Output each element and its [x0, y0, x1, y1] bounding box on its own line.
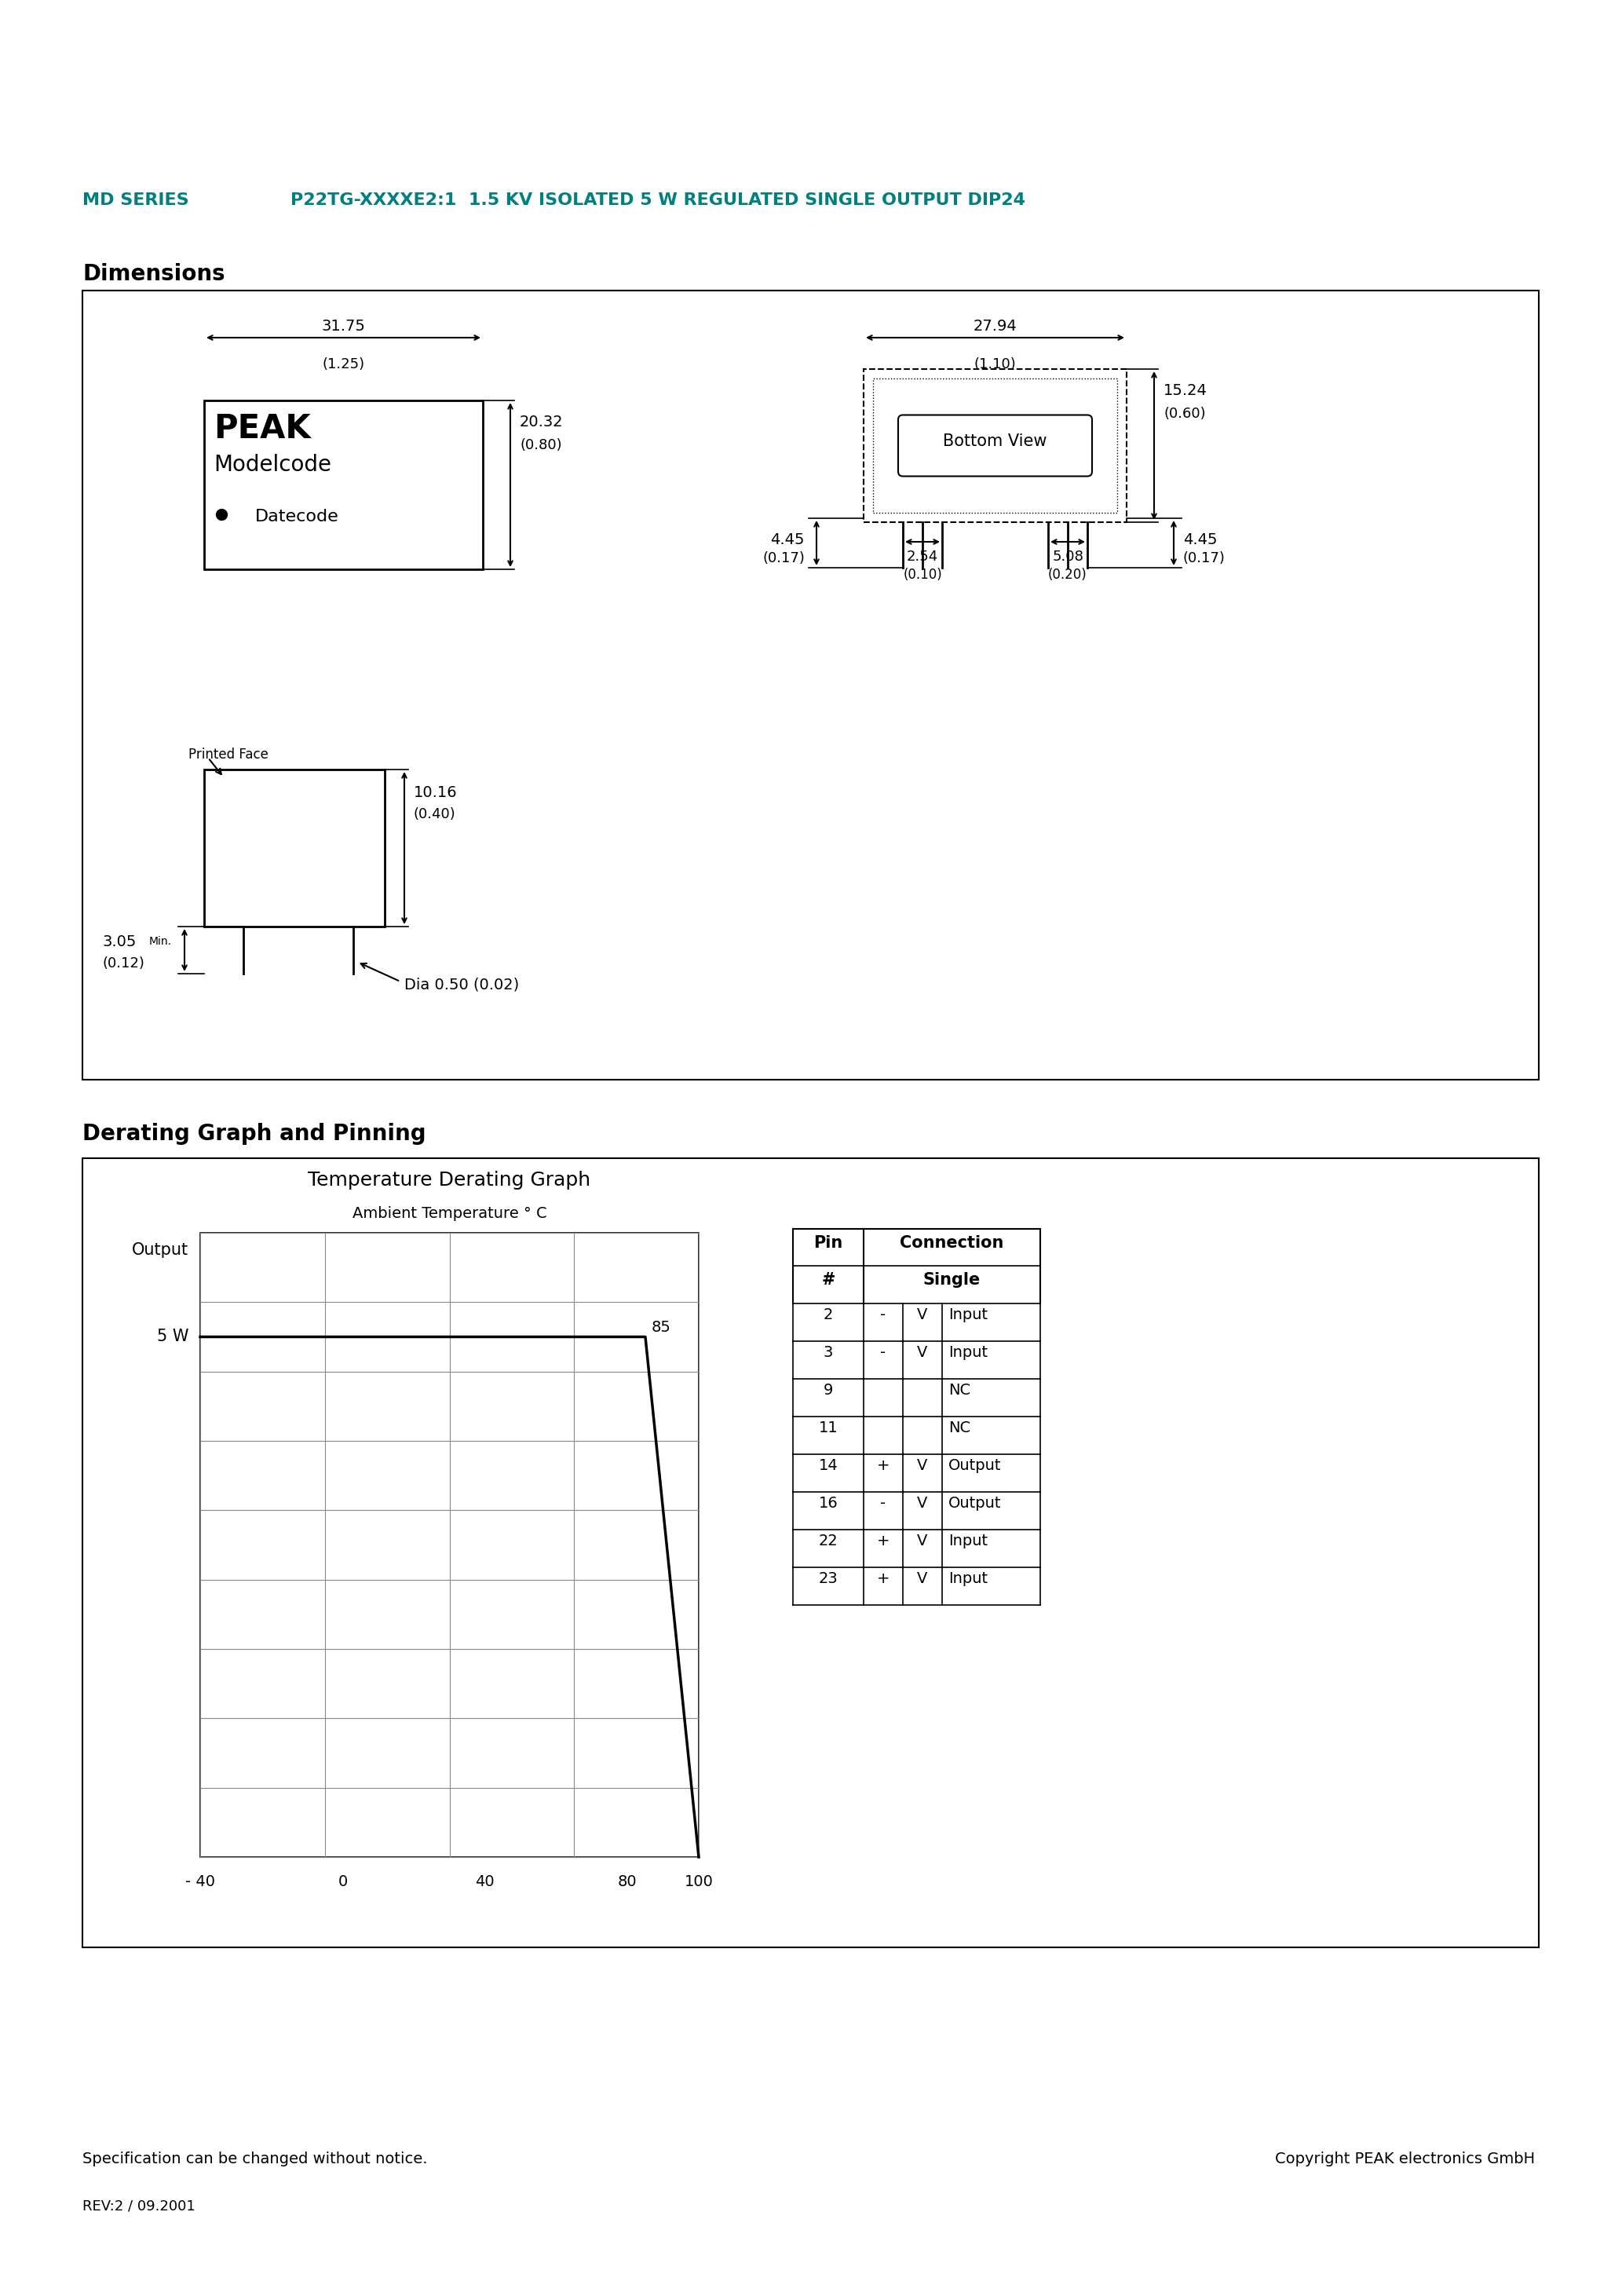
Text: V: V — [916, 1570, 928, 1587]
Text: (0.17): (0.17) — [762, 551, 805, 565]
Text: Bottom View: Bottom View — [942, 434, 1048, 450]
Text: 3: 3 — [824, 1345, 834, 1359]
Text: 40: 40 — [475, 1874, 495, 1890]
Text: V: V — [916, 1534, 928, 1548]
Text: Min.: Min. — [149, 937, 172, 946]
Text: V: V — [916, 1497, 928, 1511]
Text: 2.54: 2.54 — [907, 549, 938, 565]
Text: (0.60): (0.60) — [1163, 406, 1205, 420]
Text: V: V — [916, 1458, 928, 1474]
Text: +: + — [878, 1458, 890, 1474]
Text: 15.24: 15.24 — [1163, 383, 1207, 397]
Text: 4.45: 4.45 — [1182, 533, 1216, 546]
Text: REV:2 / 09.2001: REV:2 / 09.2001 — [83, 2200, 195, 2213]
Text: 4.45: 4.45 — [770, 533, 805, 546]
Bar — [200, 1233, 699, 1857]
Text: - 40: - 40 — [185, 1874, 216, 1890]
Text: 3.05: 3.05 — [102, 934, 136, 948]
Bar — [204, 769, 384, 928]
Text: (0.17): (0.17) — [1182, 551, 1226, 565]
Text: P22TG-XXXXE2:1  1.5 KV ISOLATED 5 W REGULATED SINGLE OUTPUT DIP24: P22TG-XXXXE2:1 1.5 KV ISOLATED 5 W REGUL… — [290, 193, 1025, 209]
Bar — [873, 379, 1118, 512]
Text: (0.10): (0.10) — [903, 567, 942, 581]
Text: 27.94: 27.94 — [973, 319, 1017, 333]
Text: Single: Single — [923, 1272, 981, 1288]
Text: Temperature Derating Graph: Temperature Derating Graph — [308, 1171, 590, 1189]
Text: Modelcode: Modelcode — [214, 455, 331, 475]
Text: (1.25): (1.25) — [323, 358, 365, 372]
Text: (1.10): (1.10) — [973, 358, 1017, 372]
Text: 14: 14 — [819, 1458, 839, 1474]
Text: 9: 9 — [824, 1382, 834, 1398]
Text: +: + — [878, 1534, 890, 1548]
Text: 20.32: 20.32 — [519, 416, 563, 429]
Text: Output: Output — [131, 1242, 188, 1258]
Text: Input: Input — [949, 1306, 988, 1322]
Text: 85: 85 — [652, 1320, 672, 1334]
Text: Ambient Temperature ° C: Ambient Temperature ° C — [352, 1205, 547, 1221]
Text: 31.75: 31.75 — [321, 319, 365, 333]
Text: -: - — [881, 1306, 886, 1322]
Text: Derating Graph and Pinning: Derating Graph and Pinning — [83, 1123, 427, 1146]
Bar — [863, 370, 1127, 521]
Text: Dia 0.50 (0.02): Dia 0.50 (0.02) — [404, 978, 519, 992]
Text: Output: Output — [949, 1497, 1001, 1511]
Text: Output: Output — [949, 1458, 1001, 1474]
Text: 22: 22 — [819, 1534, 839, 1548]
Text: -: - — [881, 1497, 886, 1511]
Bar — [793, 1228, 1040, 1304]
Text: 80: 80 — [618, 1874, 637, 1890]
Text: Input: Input — [949, 1345, 988, 1359]
Bar — [204, 400, 483, 569]
Text: -: - — [881, 1345, 886, 1359]
Text: 0: 0 — [337, 1874, 347, 1890]
Text: NC: NC — [949, 1421, 970, 1435]
Text: (0.20): (0.20) — [1048, 567, 1087, 581]
Text: Dimensions: Dimensions — [83, 264, 225, 285]
Text: Copyright PEAK electronics GmbH: Copyright PEAK electronics GmbH — [1275, 2151, 1534, 2167]
Text: 5.08: 5.08 — [1053, 549, 1083, 565]
Text: 23: 23 — [819, 1570, 839, 1587]
Text: (0.12): (0.12) — [102, 957, 144, 971]
Text: NC: NC — [949, 1382, 970, 1398]
Text: Specification can be changed without notice.: Specification can be changed without not… — [83, 2151, 428, 2167]
Bar — [83, 1157, 1539, 1947]
Text: 5 W: 5 W — [157, 1329, 188, 1345]
Text: Pin: Pin — [814, 1235, 843, 1251]
Text: 11: 11 — [819, 1421, 839, 1435]
Text: MD SERIES: MD SERIES — [83, 193, 188, 209]
Text: PEAK: PEAK — [214, 413, 311, 445]
Text: 10.16: 10.16 — [414, 785, 457, 799]
Text: +: + — [878, 1570, 890, 1587]
Text: 16: 16 — [819, 1497, 839, 1511]
Text: V: V — [916, 1345, 928, 1359]
Text: Input: Input — [949, 1534, 988, 1548]
Text: 100: 100 — [684, 1874, 714, 1890]
Text: Printed Face: Printed Face — [188, 748, 268, 762]
Text: Connection: Connection — [900, 1235, 1004, 1251]
FancyBboxPatch shape — [899, 416, 1092, 475]
Text: Datecode: Datecode — [255, 510, 339, 523]
Text: #: # — [821, 1272, 835, 1288]
Text: 2: 2 — [824, 1306, 834, 1322]
Text: V: V — [916, 1306, 928, 1322]
Text: (0.80): (0.80) — [519, 439, 561, 452]
Text: (0.40): (0.40) — [414, 808, 456, 822]
Text: Input: Input — [949, 1570, 988, 1587]
Bar — [83, 292, 1539, 1079]
